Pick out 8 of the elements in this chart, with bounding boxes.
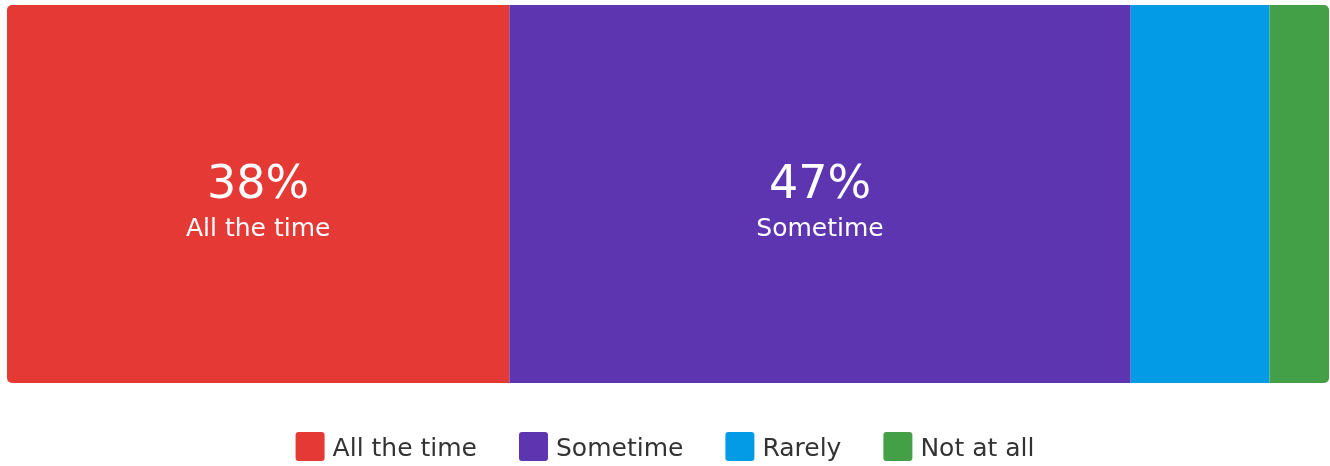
legend-label: All the time [332, 433, 477, 462]
legend-label: Sometime [555, 433, 684, 462]
legend-label: Not at all [920, 433, 1035, 462]
data-label: 47% [768, 155, 872, 209]
legend-label: Rarely [762, 433, 842, 462]
text: All the time [185, 213, 331, 242]
text: Sometime [756, 213, 884, 242]
data-label: 38% [207, 155, 310, 209]
